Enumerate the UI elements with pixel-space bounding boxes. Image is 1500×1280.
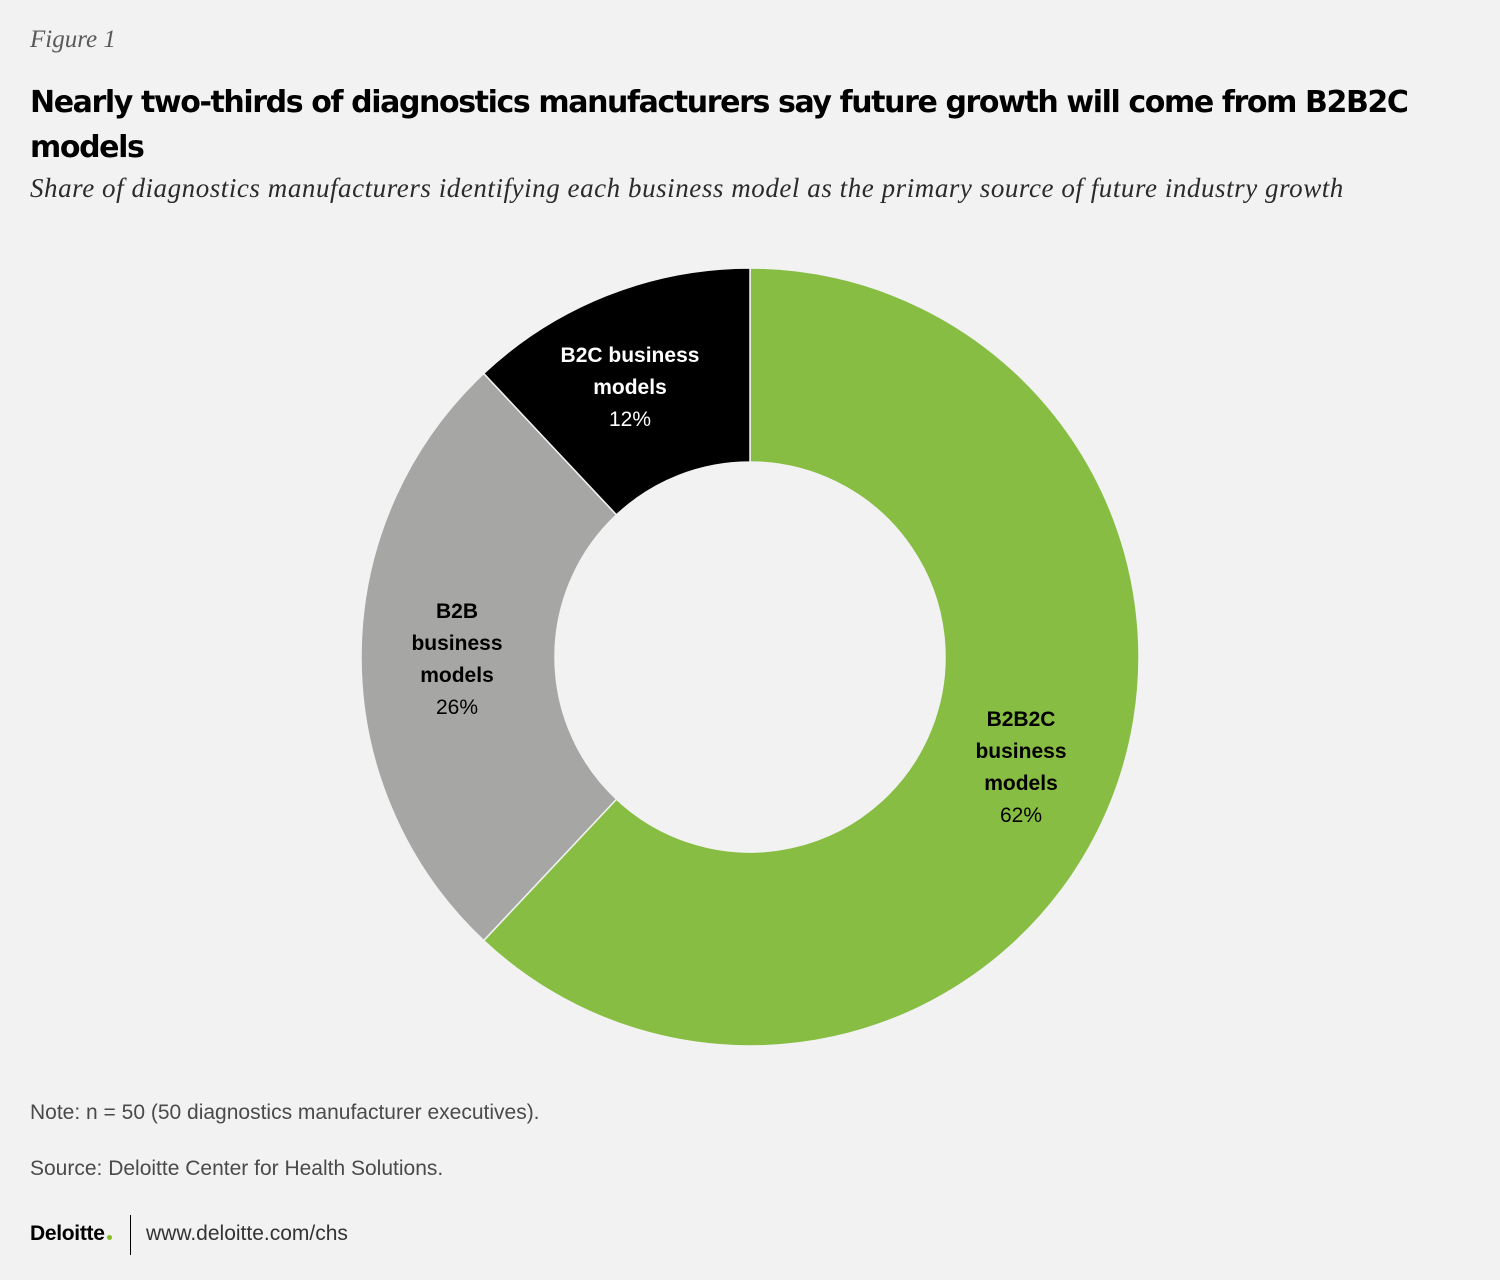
slice-name-line: business [411,632,502,655]
slice-label-b2b2c-business-models: B2B2C business models 62% [975,708,1066,827]
slice-name-line: B2B [436,600,478,623]
chart-note: Note: n = 50 (50 diagnostics manufacture… [30,1101,540,1124]
green-dot-icon [106,1235,112,1240]
chart-title: Nearly two-thirds of diagnostics manufac… [30,85,1409,165]
slice-b2b2c-business-models [482,267,1140,1047]
slice-label-b2b-business-models: B2B business models 26% [411,600,502,719]
brand-divider [130,1215,131,1255]
slice-b2c-business-models [482,267,751,516]
slice-value-label: 12% [609,408,651,431]
slice-labels: B2B2C business models 62% B2B business models 2… [411,344,1066,827]
chart-subtitle: Share of diagnostics manufacturers ident… [30,173,1344,203]
slice-name-line: B2C business [561,344,700,367]
slice-name-line: business [975,740,1066,763]
slice-name-line: models [420,664,494,687]
slice-value-label: 62% [1000,804,1042,827]
donut-slices [360,267,1140,1047]
figure-label: Figure 1 [30,26,116,53]
website-link[interactable]: www.deloitte.com/chs [146,1222,348,1245]
slice-label-b2c-business-models: B2C business models 12% [561,344,700,431]
chart-source: Source: Deloitte Center for Health Solut… [30,1157,444,1180]
slice-b2b-business-models [360,372,618,942]
deloitte-wordmark: Deloitte [30,1222,105,1245]
slice-name-line: models [984,772,1058,795]
slice-name-line: B2B2C [987,708,1056,731]
deloitte-logo: Deloitte [30,1222,112,1246]
slice-name-line: models [593,376,667,399]
slice-value-label: 26% [436,696,478,719]
